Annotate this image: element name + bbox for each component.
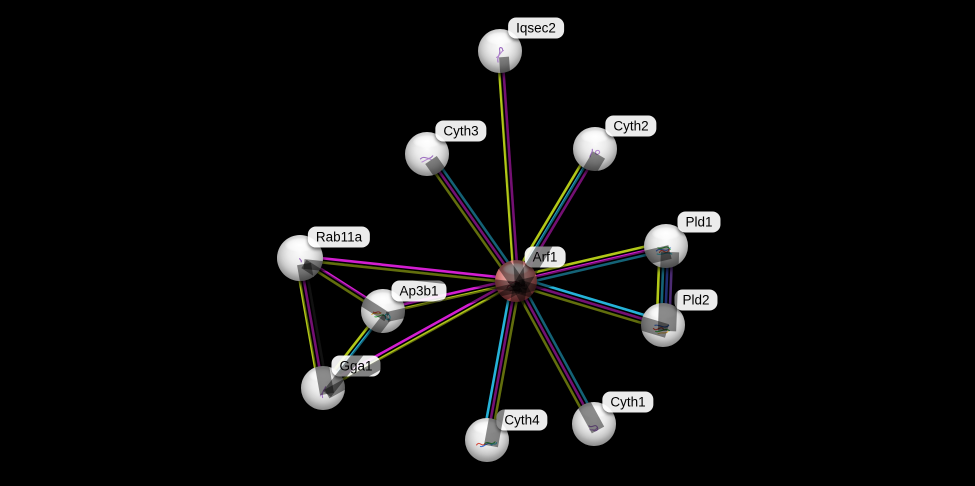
node-rab11a[interactable] bbox=[277, 235, 323, 281]
node-gga1[interactable] bbox=[301, 366, 345, 410]
label-pld2[interactable]: Pld2 bbox=[674, 289, 718, 311]
protein-structure-icon bbox=[589, 148, 601, 158]
label-cyth2[interactable]: Cyth2 bbox=[605, 115, 657, 137]
protein-structure-icon bbox=[420, 154, 434, 163]
protein-structure-icon bbox=[656, 246, 673, 255]
node-cyth2[interactable] bbox=[573, 127, 617, 171]
protein-structure-icon bbox=[320, 385, 327, 398]
protein-structure-icon bbox=[506, 281, 526, 292]
protein-structure-icon bbox=[476, 440, 498, 447]
label-ap3b1[interactable]: Ap3b1 bbox=[391, 280, 447, 302]
protein-structure-icon bbox=[371, 310, 391, 320]
label-cyth3[interactable]: Cyth3 bbox=[435, 120, 487, 142]
node-pld2[interactable] bbox=[641, 303, 685, 347]
label-cyth1[interactable]: Cyth1 bbox=[602, 391, 654, 413]
label-pld1[interactable]: Pld1 bbox=[677, 211, 721, 233]
label-iqsec2[interactable]: Iqsec2 bbox=[508, 17, 564, 39]
label-cyth4[interactable]: Cyth4 bbox=[496, 409, 548, 431]
protein-structure-icon bbox=[588, 424, 599, 432]
label-rab11a[interactable]: Rab11a bbox=[307, 226, 371, 248]
protein-structure-icon bbox=[653, 324, 671, 334]
label-arf1[interactable]: Arf1 bbox=[524, 246, 566, 268]
protein-structure-icon bbox=[298, 258, 302, 263]
protein-structure-icon bbox=[496, 46, 505, 63]
label-gga1[interactable]: Gga1 bbox=[331, 355, 381, 377]
